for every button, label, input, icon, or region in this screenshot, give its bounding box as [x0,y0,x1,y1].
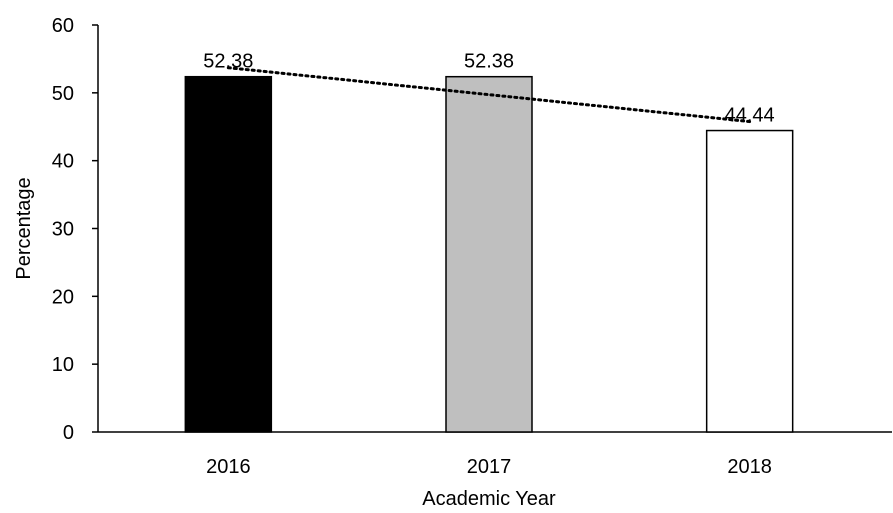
bar-2017 [445,75,533,433]
y-tick-label: 60 [52,15,74,37]
y-axis-ticks: 0 10 20 30 40 50 60 [52,15,98,444]
y-tick-label: 20 [52,286,74,308]
data-label: 44.44 [725,105,775,127]
trendline-group [226,66,752,124]
bar-2016 [184,75,273,433]
y-axis-title: Percentage [13,177,35,279]
x-tick-label: 2018 [727,456,772,478]
data-label: 52.38 [464,51,514,73]
y-tick-label: 40 [52,151,74,173]
x-axis-ticks: 2016 2017 2018 [206,456,772,478]
x-axis-title: Academic Year [422,488,556,510]
x-tick-label: 2016 [206,456,251,478]
x-tick-label: 2017 [467,456,512,478]
trendline [226,66,752,124]
bars [184,75,794,433]
y-tick-label: 50 [52,83,74,105]
bar-2018 [705,129,794,433]
y-tick-label: 0 [63,422,74,444]
y-tick-label: 10 [52,354,74,376]
data-label: 52.38 [203,51,253,73]
y-tick-label: 30 [52,219,74,241]
